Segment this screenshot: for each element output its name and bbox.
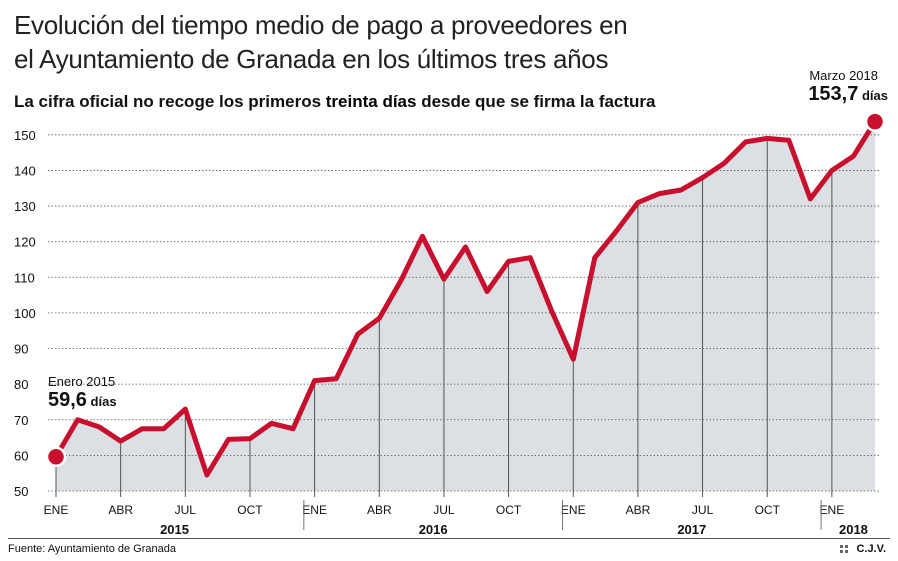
data-point xyxy=(183,407,187,411)
annotation-label: Marzo 2018 xyxy=(809,68,878,83)
data-point xyxy=(808,197,812,201)
data-point xyxy=(571,357,575,361)
x-tick-label: ENE xyxy=(561,503,586,517)
year-label: 2017 xyxy=(677,522,706,537)
year-label: 2018 xyxy=(839,522,868,537)
data-point xyxy=(226,437,230,441)
data-point xyxy=(679,188,683,192)
data-point xyxy=(464,245,468,249)
chart-title: Evolución del tiempo medio de pago a pro… xyxy=(14,8,774,76)
x-tick-label: OCT xyxy=(496,503,522,517)
x-tick-label: JUL xyxy=(433,503,455,517)
data-point xyxy=(205,473,209,477)
year-label: 2016 xyxy=(419,522,448,537)
y-tick-label: 50 xyxy=(14,484,28,499)
x-tick-label: JUL xyxy=(175,503,197,517)
subtitle-highlight: treinta días xyxy=(325,92,417,111)
data-point xyxy=(248,437,252,441)
y-tick-label: 110 xyxy=(14,270,35,285)
title-line-2: el Ayuntamiento de Granada en los último… xyxy=(14,44,609,74)
x-tick-label: OCT xyxy=(237,503,263,517)
highlight-point xyxy=(45,446,67,468)
data-point xyxy=(550,309,554,313)
footer-divider xyxy=(8,538,890,539)
y-tick-label: 80 xyxy=(14,377,28,392)
data-point xyxy=(851,154,855,158)
series-line xyxy=(53,119,878,478)
x-tick-label: ABR xyxy=(626,503,651,517)
year-label: 2015 xyxy=(160,522,189,537)
x-tick-label: JUL xyxy=(692,503,714,517)
y-tick-label: 120 xyxy=(14,235,36,250)
data-point xyxy=(787,138,791,142)
subtitle-text-end: desde que se firma la factura xyxy=(416,92,656,111)
data-point xyxy=(701,176,705,180)
annotation-value: 153,7 días xyxy=(808,83,888,105)
source-text: Fuente: Ayuntamiento de Granada xyxy=(8,543,176,555)
data-point xyxy=(528,256,532,260)
data-point xyxy=(593,256,597,260)
data-point xyxy=(140,427,144,431)
x-tick-label: ENE xyxy=(820,503,845,517)
data-point xyxy=(334,377,338,381)
y-tick-label: 90 xyxy=(14,342,28,357)
x-tick-label: ABR xyxy=(108,503,133,517)
annotation-value: 59,6 días xyxy=(48,389,117,411)
subtitle-text-start: La cifra oficial no recoge los primeros xyxy=(14,92,326,111)
data-point xyxy=(291,427,295,431)
data-point xyxy=(658,192,662,196)
data-point xyxy=(356,332,360,336)
data-point xyxy=(399,279,403,283)
y-tick-label: 70 xyxy=(14,413,28,428)
data-point xyxy=(614,229,618,233)
data-point xyxy=(162,427,166,431)
title-line-1: Evolución del tiempo medio de pago a pro… xyxy=(14,10,628,40)
y-tick-label: 150 xyxy=(14,128,36,143)
chart-subtitle: La cifra oficial no recoge los primeros … xyxy=(14,92,656,112)
data-point xyxy=(270,421,274,425)
data-point xyxy=(765,136,769,140)
credit-dots-icon xyxy=(840,545,849,553)
data-point xyxy=(636,201,640,205)
data-point xyxy=(420,234,424,238)
credit: C.J.V. xyxy=(840,543,886,555)
data-point xyxy=(377,316,381,320)
data-point xyxy=(442,277,446,281)
data-point xyxy=(722,161,726,165)
x-tick-label: ABR xyxy=(367,503,392,517)
highlight-point xyxy=(864,111,886,132)
credit-text: C.J.V. xyxy=(856,543,886,555)
data-point xyxy=(313,379,317,383)
area-fill xyxy=(56,121,875,491)
x-tick-label: ENE xyxy=(44,503,69,517)
data-point xyxy=(76,418,80,422)
data-point xyxy=(507,259,511,263)
y-tick-label: 130 xyxy=(14,199,36,214)
data-point xyxy=(830,168,834,172)
y-tick-label: 60 xyxy=(14,448,28,463)
data-point xyxy=(744,140,748,144)
x-tick-label: OCT xyxy=(755,503,781,517)
data-point xyxy=(119,439,123,443)
annotation-label: Enero 2015 xyxy=(48,374,115,389)
data-point xyxy=(97,425,101,429)
y-tick-label: 140 xyxy=(14,163,36,178)
y-tick-label: 100 xyxy=(14,306,36,321)
x-tick-label: ENE xyxy=(302,503,327,517)
data-point xyxy=(485,290,489,294)
